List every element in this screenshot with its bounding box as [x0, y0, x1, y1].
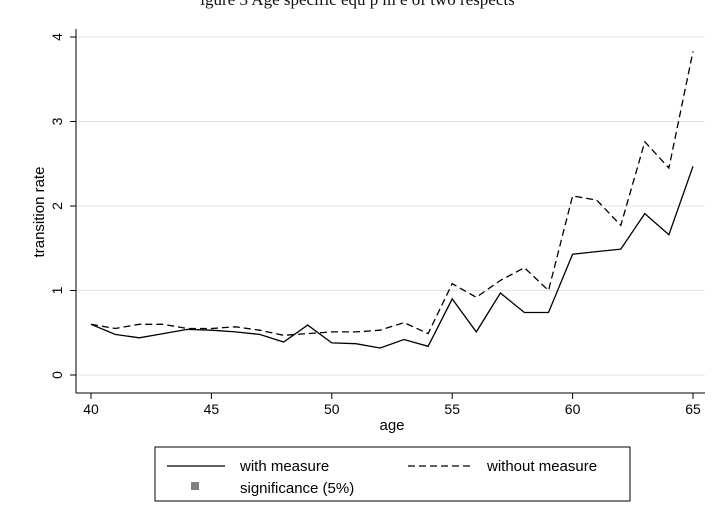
- gridlines: [76, 36, 705, 376]
- x-tick-label: 65: [685, 401, 701, 417]
- y-tick-label: 3: [49, 117, 65, 125]
- y-ticks: 0 1 2 3 4: [49, 33, 76, 379]
- y-tick-label: 1: [49, 286, 65, 294]
- x-axis-label: age: [379, 417, 404, 434]
- x-tick-label: 50: [324, 401, 340, 417]
- series-line-with-measure: [90, 166, 694, 349]
- x-tick-label: 40: [83, 401, 99, 417]
- legend: with measure without measure significanc…: [154, 446, 631, 502]
- series-line-without-measure: [90, 51, 694, 336]
- x-tick-label: 45: [204, 401, 220, 417]
- x-tick-label: 55: [444, 401, 460, 417]
- legend-marker-significance: [191, 482, 199, 490]
- x-ticks: 40 45 50 55 60 65: [83, 393, 701, 417]
- y-tick-label: 0: [49, 371, 65, 379]
- x-tick-label: 60: [565, 401, 581, 417]
- series-lines: [90, 51, 694, 349]
- figure-caption: igure 3 Age specific equ p m e of two re…: [0, 0, 715, 14]
- plot-area: [76, 29, 705, 393]
- legend-label-with-measure: with measure: [239, 458, 329, 475]
- y-tick-label: 2: [49, 202, 65, 210]
- legend-label-significance: significance (5%): [240, 480, 354, 497]
- legend-box: [154, 446, 631, 502]
- y-axis-label: transition rate: [31, 167, 48, 258]
- legend-label-without-measure: without measure: [486, 458, 597, 475]
- y-tick-label: 4: [49, 33, 65, 41]
